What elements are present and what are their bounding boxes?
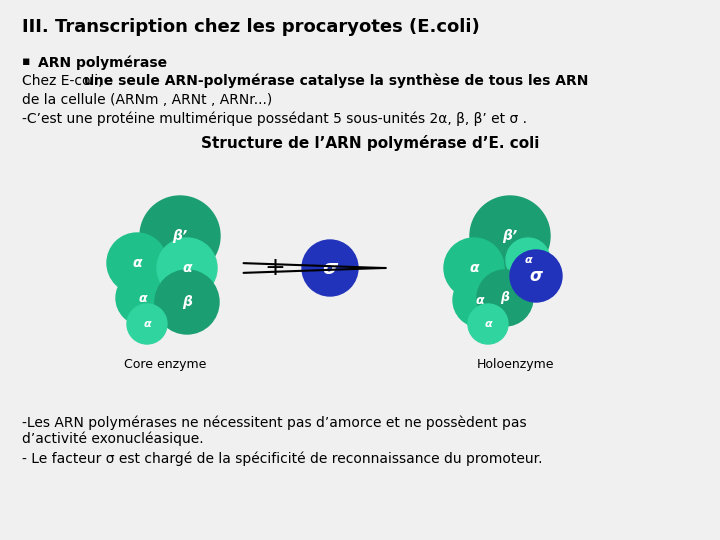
Circle shape: [107, 233, 167, 293]
Text: Holoenzyme: Holoenzyme: [476, 358, 554, 371]
Circle shape: [444, 238, 504, 298]
Circle shape: [116, 271, 170, 325]
Text: d’activité exonucléasique.: d’activité exonucléasique.: [22, 432, 204, 447]
Text: α: α: [469, 261, 479, 275]
Circle shape: [302, 240, 358, 296]
Circle shape: [470, 196, 550, 276]
Text: Chez E-coli,: Chez E-coli,: [22, 74, 107, 88]
Text: - Le facteur σ est chargé de la spécificité de reconnaissance du promoteur.: - Le facteur σ est chargé de la spécific…: [22, 452, 542, 467]
Circle shape: [510, 250, 562, 302]
Text: α: α: [143, 319, 150, 329]
Text: β’: β’: [172, 229, 188, 243]
Text: α: α: [524, 255, 532, 265]
Text: Structure de l’ARN polymérase d’E. coli: Structure de l’ARN polymérase d’E. coli: [201, 135, 539, 151]
Text: de la cellule (ARNm , ARNt , ARNr...): de la cellule (ARNm , ARNt , ARNr...): [22, 93, 272, 107]
Circle shape: [155, 270, 219, 334]
Text: σ: σ: [323, 259, 338, 278]
Text: β: β: [182, 295, 192, 309]
Text: β: β: [500, 292, 510, 305]
Text: ▪: ▪: [22, 55, 30, 68]
Circle shape: [468, 304, 508, 344]
Text: ARN polymérase: ARN polymérase: [38, 55, 167, 70]
Text: β’: β’: [503, 229, 518, 243]
Text: α: α: [476, 294, 485, 307]
Text: +: +: [264, 256, 285, 280]
Circle shape: [140, 196, 220, 276]
Circle shape: [477, 270, 533, 326]
Text: α: α: [484, 319, 492, 329]
Text: σ: σ: [529, 267, 542, 285]
Text: -Les ARN polymérases ne nécessitent pas d’amorce et ne possèdent pas: -Les ARN polymérases ne nécessitent pas …: [22, 415, 526, 429]
Circle shape: [453, 273, 507, 327]
Text: une seule ARN-polymérase catalyse la synthèse de tous les ARN: une seule ARN-polymérase catalyse la syn…: [84, 74, 588, 89]
Text: III. Transcription chez les procaryotes (E.coli): III. Transcription chez les procaryotes …: [22, 18, 480, 36]
Circle shape: [506, 238, 550, 282]
Text: Core enzyme: Core enzyme: [124, 358, 206, 371]
Text: -C’est une protéine multimérique possédant 5 sous-unités 2α, β, β’ et σ .: -C’est une protéine multimérique posséda…: [22, 112, 527, 126]
Text: α: α: [132, 256, 142, 270]
Circle shape: [127, 304, 167, 344]
Text: α: α: [182, 261, 192, 275]
Text: α: α: [139, 292, 148, 305]
Circle shape: [157, 238, 217, 298]
